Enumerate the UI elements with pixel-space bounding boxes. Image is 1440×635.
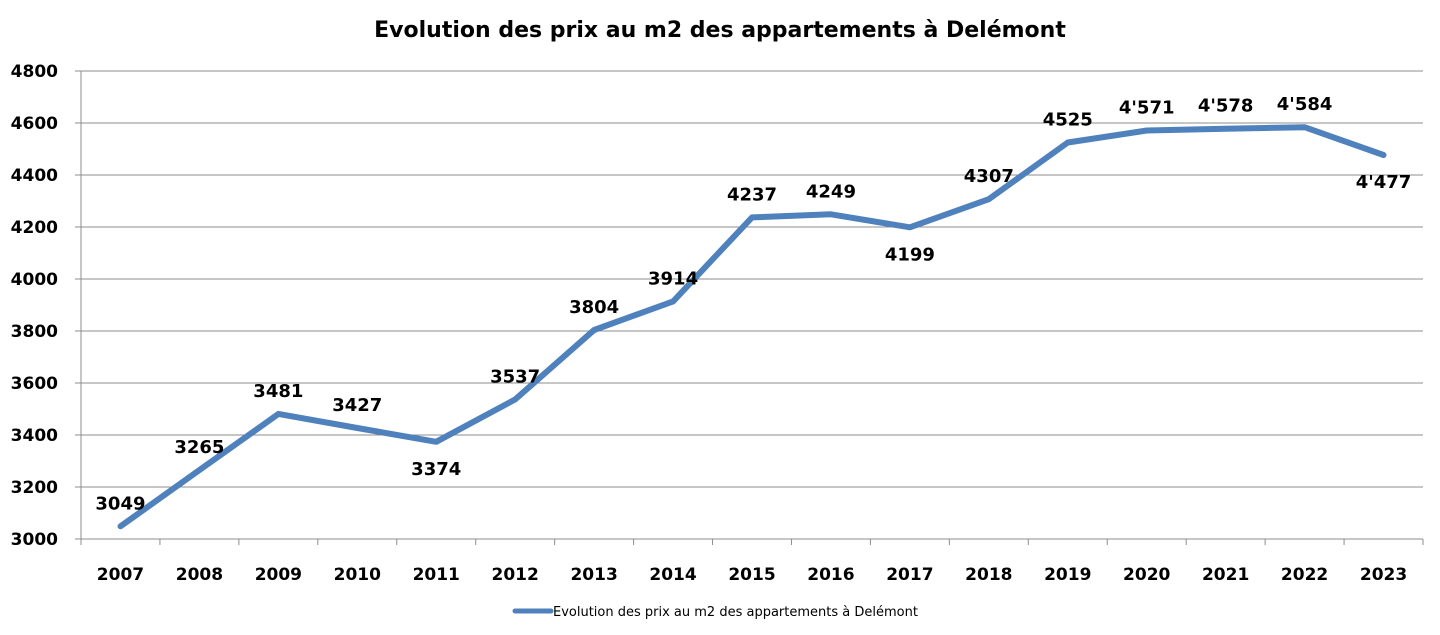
ytick-label: 4600 [11,114,58,134]
ytick-label: 3600 [11,374,58,394]
xtick-label: 2014 [649,565,696,585]
xtick-label: 2012 [492,565,539,585]
data-label: 4'571 [1119,98,1175,119]
ytick-label: 4000 [11,270,58,290]
xtick-label: 2007 [97,565,144,585]
data-label: 3427 [332,395,382,416]
legend-label: Evolution des prix au m2 des appartement… [553,605,918,620]
data-label: 3265 [174,437,224,458]
x-axis-ticks: 2007 2008 2009 2010 2011 2012 2013 2014 2015 2016… [97,565,1407,585]
data-label: 4'578 [1198,96,1254,117]
xtick-label: 2011 [413,565,460,585]
data-label: 3537 [490,366,540,387]
data-label: 3804 [569,297,619,318]
data-label: 4307 [964,166,1014,187]
xtick-label: 2016 [807,565,854,585]
xtick-label: 2022 [1281,565,1328,585]
xtick-label: 2018 [965,565,1012,585]
ytick-label: 4200 [11,218,58,238]
data-label: 4249 [806,181,856,202]
series-layer [117,124,1387,530]
ytick-label: 4800 [11,62,58,82]
data-label: 4199 [885,244,935,265]
chart-title: Evolution des prix au m2 des appartement… [374,18,1066,43]
xtick-label: 2017 [886,565,933,585]
xtick-label: 2015 [728,565,775,585]
ytick-label: 3800 [11,322,58,342]
data-label: 3914 [648,268,698,289]
data-label: 4525 [1043,110,1093,131]
xtick-label: 2021 [1202,565,1249,585]
data-label: 3374 [411,459,461,480]
ytick-label: 3200 [11,478,58,498]
xtick-label: 2019 [1044,565,1091,585]
ytick-label: 3000 [11,530,58,550]
ytick-label: 4400 [11,166,58,186]
legend: Evolution des prix au m2 des appartement… [512,605,918,620]
series-line [117,124,1387,530]
data-label: 4'584 [1277,94,1333,115]
xtick-label: 2008 [176,565,223,585]
y-axis-ticks: 3000 3200 3400 3600 3800 4000 4200 4400 4600 4800 [11,62,58,550]
data-label: 3049 [95,493,145,514]
gridlines [75,70,1424,545]
xtick-label: 2009 [255,565,302,585]
xtick-label: 2023 [1360,565,1407,585]
data-label: 3481 [253,381,303,402]
data-labels: 3049 3265 3481 3427 3374 3537 3804 3914 4237 4249… [95,94,1411,514]
data-label: 4237 [727,184,777,205]
xtick-label: 2010 [334,565,381,585]
xtick-label: 2020 [1123,565,1170,585]
xtick-label: 2013 [570,565,617,585]
ytick-label: 3400 [11,426,58,446]
data-label: 4'477 [1356,172,1412,193]
